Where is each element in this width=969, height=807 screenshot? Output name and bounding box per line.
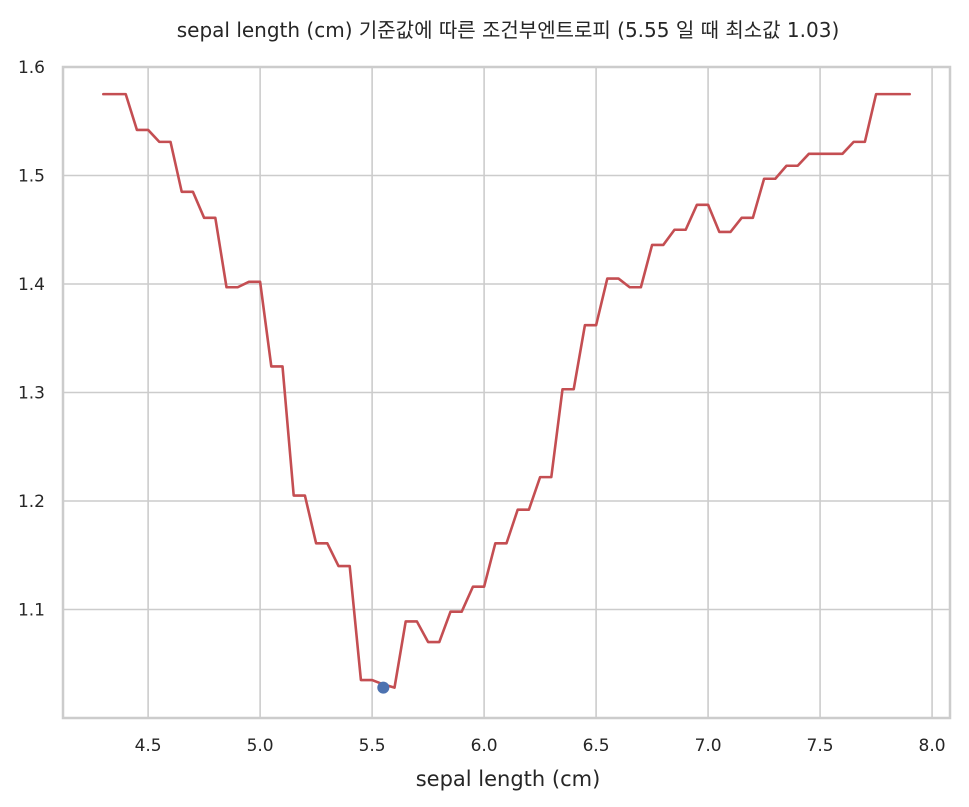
x-tick-label: 7.5 (807, 736, 834, 756)
x-tick-label: 6.5 (583, 736, 610, 756)
y-tick-label: 1.6 (18, 58, 45, 78)
entropy-line (102, 92, 911, 689)
x-axis-label: sepal length (cm) (416, 767, 601, 791)
plot-frame (61, 65, 952, 720)
x-tick-label: 7.0 (695, 736, 722, 756)
y-axis-ticks: 1.1 1.2 1.3 1.4 1.5 1.6 (18, 58, 45, 621)
series-layer (102, 92, 911, 689)
x-tick-label: 5.0 (247, 736, 274, 756)
chart-title: sepal length (cm) 기준값에 따른 조건부엔트로피 (5.55 … (177, 18, 840, 42)
x-tick-label: 6.0 (471, 736, 498, 756)
minimum-point-marker (377, 681, 390, 694)
x-axis-ticks: 4.5 5.0 5.5 6.0 6.5 7.0 7.5 8.0 (135, 736, 946, 756)
y-tick-label: 1.2 (18, 492, 45, 512)
x-tick-label: 8.0 (919, 736, 946, 756)
marker-layer (377, 681, 390, 694)
y-tick-label: 1.5 (18, 167, 45, 187)
x-tick-label: 5.5 (359, 736, 386, 756)
y-tick-label: 1.3 (18, 384, 45, 404)
y-tick-label: 1.1 (18, 601, 45, 621)
y-tick-label: 1.4 (18, 275, 45, 295)
x-tick-label: 4.5 (135, 736, 162, 756)
